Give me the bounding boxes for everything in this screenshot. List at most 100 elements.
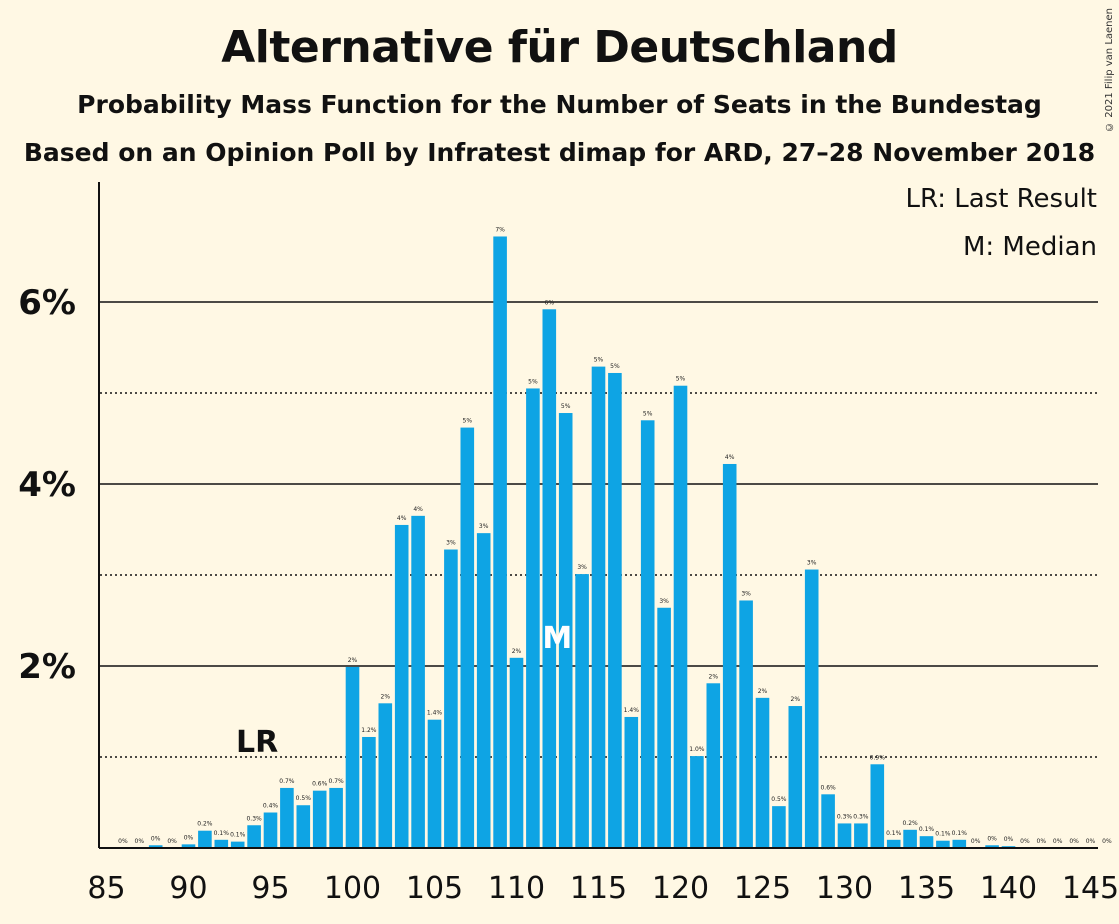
x-tick-label: 105: [406, 871, 463, 906]
bar-seat-130: [837, 823, 852, 848]
data-label-seat-133: 0.1%: [886, 830, 902, 837]
bar-seat-102: [378, 703, 393, 848]
data-label-seat-88: 0%: [151, 835, 161, 842]
bar-seat-92: [214, 839, 229, 848]
data-label-seat-101: 1.2%: [361, 727, 377, 734]
data-label-seat-99: 0.7%: [328, 778, 344, 785]
chart-subtitle: Probability Mass Function for the Number…: [77, 90, 1042, 119]
bar-seat-131: [854, 823, 868, 848]
bar-seat-126: [772, 806, 786, 848]
bar-seat-119: [657, 607, 671, 848]
data-label-seat-130: 0.3%: [837, 813, 853, 820]
bar-seat-121: [690, 756, 704, 848]
x-tick-label: 110: [488, 871, 545, 906]
data-label-seat-117: 1.4%: [624, 707, 640, 714]
bar-seat-114: [575, 574, 589, 848]
data-label-seat-113: 5%: [561, 403, 571, 410]
bar-seat-127: [788, 706, 803, 848]
data-label-seat-124: 3%: [741, 590, 751, 597]
data-label-seat-116: 5%: [610, 363, 620, 370]
bar-seat-124: [739, 600, 753, 848]
data-label-seat-86: 0%: [118, 838, 128, 845]
bar-seat-94: [247, 825, 261, 848]
bar-seat-129: [821, 794, 835, 848]
data-label-seat-104: 4%: [413, 506, 423, 513]
data-label-seat-121: 1.0%: [689, 746, 705, 753]
bar-seat-107: [460, 427, 475, 848]
x-tick-label: 90: [169, 871, 207, 906]
data-label-seat-131: 0.3%: [853, 813, 869, 820]
bar-seat-123: [722, 463, 737, 848]
data-label-seat-141: 0%: [1020, 838, 1030, 845]
data-label-seat-126: 0.5%: [771, 796, 787, 803]
data-label-seat-108: 3%: [479, 523, 489, 530]
data-label-seat-125: 2%: [758, 688, 768, 695]
data-label-seat-93: 0.1%: [230, 832, 246, 839]
data-label-seat-123: 4%: [725, 454, 735, 461]
bar-seat-133: [886, 839, 901, 848]
data-label-seat-136: 0.1%: [935, 831, 951, 838]
x-tick-label: 85: [87, 871, 125, 906]
axes: 2% 4% 6% 85 90 95 100 105 110 115 120 125 130 135 140 1…: [18, 182, 1119, 906]
data-labels: 0% 0% 0% 0%0%0.2%0.1% 0.1%0.3%0.4%0.7%0.5%0.…: [118, 226, 1112, 845]
data-label-seat-90: 0%: [184, 834, 194, 841]
bar-seat-96: [280, 787, 294, 848]
bar-seat-135: [919, 836, 934, 848]
data-label-seat-97: 0.5%: [296, 795, 312, 802]
bar-seat-97: [296, 805, 311, 848]
x-tick-label: 135: [898, 871, 955, 906]
data-label-seat-132: 0.9%: [870, 754, 886, 761]
bar-seat-115: [591, 366, 606, 848]
data-label-seat-109: 7%: [495, 226, 505, 233]
data-label-seat-119: 3%: [659, 598, 669, 605]
data-label-seat-138: 0%: [971, 838, 981, 845]
bar-seat-137: [952, 839, 967, 848]
y-tick-label: 2%: [18, 647, 76, 687]
bar-seat-128: [804, 569, 819, 848]
x-tick-label: 125: [734, 871, 791, 906]
data-label-seat-107: 5%: [463, 418, 473, 425]
data-label-seat-118: 5%: [643, 410, 653, 417]
data-label-seat-145: 0%: [1086, 838, 1096, 845]
bar-seat-88: [148, 845, 163, 848]
bar-seat-134: [903, 829, 917, 848]
bar-seat-95: [263, 812, 278, 848]
markers: LR M: [236, 621, 572, 760]
median-marker: M: [542, 621, 572, 656]
data-label-seat-102: 2%: [381, 693, 391, 700]
bar-seat-99: [329, 787, 343, 848]
last-result-marker: LR: [236, 725, 278, 760]
x-tick-label: 145: [1062, 871, 1119, 906]
data-label-seat-111: 5%: [528, 378, 538, 385]
data-label-seat-103: 4%: [397, 515, 407, 522]
bar-seat-104: [411, 515, 425, 848]
legend-last-result: LR: Last Result: [905, 184, 1097, 214]
data-label-seat-135: 0.1%: [919, 826, 935, 833]
data-label-seat-92: 0.1%: [214, 830, 230, 837]
bar-seat-106: [444, 549, 458, 848]
x-tick-label: 140: [980, 871, 1037, 906]
bar-seat-132: [870, 764, 885, 848]
data-label-seat-100: 2%: [348, 657, 358, 664]
chart-source: Based on an Opinion Poll by Infratest di…: [23, 138, 1096, 167]
data-label-seat-128: 3%: [807, 560, 817, 567]
data-label-seat-96: 0.7%: [279, 778, 295, 785]
bar-seat-112: [542, 309, 557, 848]
bar-seat-116: [608, 372, 622, 848]
x-tick-label: 130: [816, 871, 873, 906]
data-label-seat-120: 5%: [676, 376, 686, 383]
data-label-seat-98: 0.6%: [312, 781, 328, 788]
data-label-seat-144: 0%: [1069, 838, 1079, 845]
y-tick-label: 4%: [18, 465, 76, 505]
bar-seat-103: [394, 524, 409, 848]
chart-title: Alternative für Deutschland: [221, 22, 898, 73]
data-label-seat-129: 0.6%: [820, 784, 836, 791]
data-label-seat-91: 0.2%: [197, 821, 213, 828]
bar-seat-110: [509, 657, 524, 848]
bar-seat-125: [755, 697, 770, 848]
bar-seat-122: [706, 683, 721, 848]
data-label-seat-142: 0%: [1037, 838, 1047, 845]
x-tick-label: 115: [570, 871, 627, 906]
data-label-seat-146: 0%: [1102, 838, 1112, 845]
